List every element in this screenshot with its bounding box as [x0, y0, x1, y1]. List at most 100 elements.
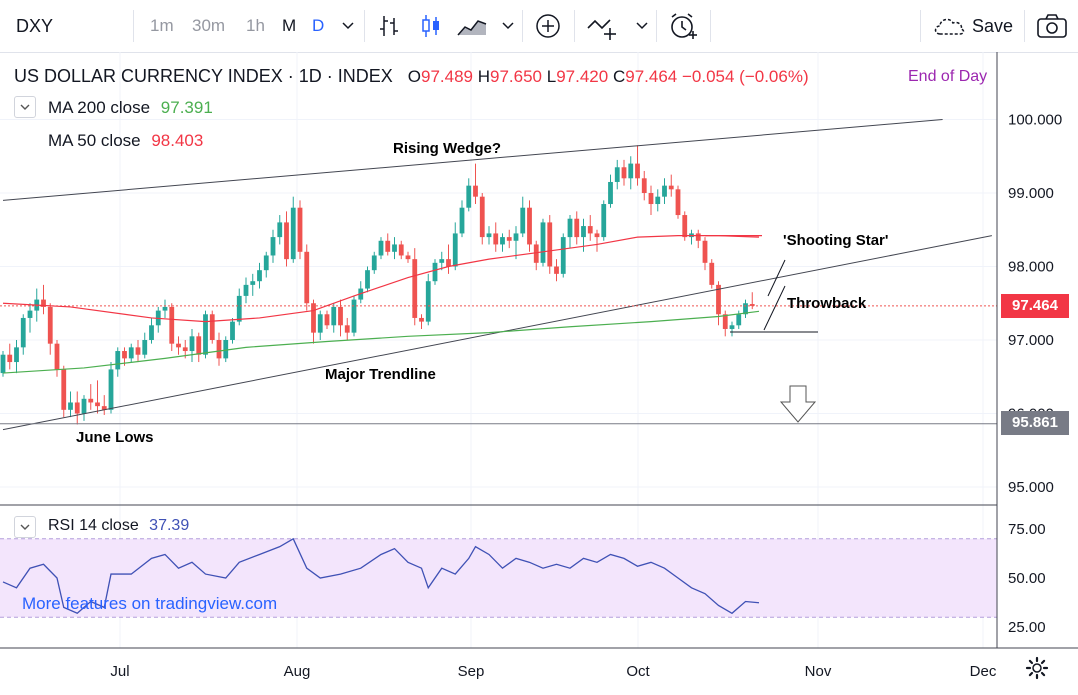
ma50-label[interactable]: MA 50 close	[48, 131, 141, 150]
area-icon[interactable]	[456, 13, 488, 39]
candle-body	[506, 237, 512, 241]
interval-30m[interactable]: 30m	[192, 16, 226, 35]
candle-body	[284, 222, 289, 260]
price-chart[interactable]: 95.00096.00097.00098.00099.000100.000Jul…	[0, 52, 1078, 695]
annotation-major-trendline: Major Trendline	[325, 366, 436, 383]
candle-body	[560, 237, 566, 274]
candle-body	[500, 237, 505, 245]
candle-body	[338, 306, 343, 326]
candle-body	[182, 347, 188, 352]
close-label: C	[612, 67, 626, 86]
candle-body	[135, 347, 141, 355]
candle-body	[169, 306, 175, 344]
rsi-label[interactable]: RSI 14 close	[48, 517, 139, 534]
candle-body	[682, 215, 688, 238]
candle-body	[601, 204, 607, 238]
candle-body	[277, 222, 283, 238]
add-indicator-icon[interactable]	[534, 12, 562, 40]
candle-body	[351, 299, 357, 333]
candle-body	[459, 207, 465, 234]
candle-body	[466, 185, 472, 208]
chevron-down-icon[interactable]	[340, 20, 356, 32]
candle-body	[331, 306, 337, 326]
candle-body	[540, 222, 546, 263]
candle-body	[675, 189, 681, 216]
candle-body	[115, 351, 121, 370]
candle-body	[243, 284, 249, 296]
candle-body	[405, 255, 411, 260]
candle-body	[216, 340, 222, 359]
collapse-legend-button[interactable]	[14, 96, 36, 118]
alert-icon[interactable]	[668, 11, 700, 41]
candle-body	[371, 255, 377, 271]
candle-body	[533, 244, 539, 263]
bar-style-icon[interactable]	[376, 13, 402, 39]
time-tick-label: Dec	[970, 663, 997, 680]
interval-month[interactable]: M	[282, 16, 297, 35]
candle-body	[594, 233, 600, 238]
cloud-icon[interactable]	[932, 15, 966, 37]
compare-icon[interactable]	[586, 12, 622, 42]
candle-body	[81, 398, 87, 414]
symbol-search[interactable]: DXY	[16, 16, 54, 36]
candle-body	[149, 325, 154, 340]
candle-body	[608, 181, 613, 205]
close-value: 97.464	[625, 67, 678, 86]
interval-1m[interactable]: 1m	[150, 16, 174, 35]
candle-body	[88, 398, 94, 403]
candle-body	[378, 240, 384, 256]
toolbar-divider	[1024, 10, 1025, 42]
rsi-tick-label: 50.00	[1008, 570, 1046, 587]
candle-body	[702, 240, 708, 263]
candle-body	[392, 244, 397, 252]
candle-body	[614, 167, 620, 182]
chevron-down-icon[interactable]	[500, 20, 516, 32]
candle-body	[635, 163, 640, 179]
save-button[interactable]: Save	[972, 16, 1014, 36]
candle-body	[419, 317, 424, 322]
candle-body	[257, 270, 262, 282]
time-tick-label: Nov	[805, 663, 832, 680]
interval-day[interactable]: D	[312, 16, 325, 35]
candle-body	[317, 314, 323, 333]
rsi-tick-label: 75.00	[1008, 521, 1046, 538]
time-tick-label: Jul	[110, 663, 129, 680]
throwback-pointer	[763, 285, 786, 331]
candlestick-series	[0, 145, 755, 425]
candle-body	[324, 314, 330, 326]
collapse-rsi-button[interactable]	[14, 516, 36, 538]
chevron-down-icon[interactable]	[634, 20, 650, 32]
rsi-band	[0, 538, 997, 618]
watermark-link[interactable]: More features on tradingview.com	[22, 594, 278, 613]
candle-body	[41, 299, 46, 307]
rsi-value: 37.39	[149, 517, 190, 534]
high-label: H	[477, 67, 491, 86]
candle-body	[668, 185, 674, 190]
candle-body	[398, 244, 404, 256]
rsi-panel	[0, 537, 997, 618]
camera-icon[interactable]	[1036, 13, 1068, 39]
settings-gear-icon[interactable]	[1025, 656, 1049, 680]
low-label: L	[546, 67, 557, 86]
candle-body	[344, 325, 350, 333]
candle-body	[473, 185, 478, 197]
session-label: End of Day	[908, 68, 988, 85]
rsi-tick-label: 25.00	[1008, 619, 1046, 636]
candle-body	[621, 167, 627, 179]
interval-1h[interactable]: 1h	[246, 16, 265, 35]
candle-body	[209, 314, 215, 340]
candle-body	[250, 281, 256, 285]
chart-title: US DOLLAR CURRENCY INDEX · 1D · INDEX	[14, 66, 393, 86]
last-price-label: 97.464	[1001, 294, 1069, 318]
candle-body	[486, 233, 492, 238]
ma200-label[interactable]: MA 200 close	[48, 98, 151, 117]
candle-body	[695, 233, 701, 241]
down-arrow-icon	[779, 385, 817, 423]
overlay-lines	[0, 119, 997, 431]
candle-body	[581, 226, 586, 238]
candle-body	[290, 207, 296, 260]
candle-body	[567, 218, 573, 238]
candle-body	[432, 262, 438, 282]
candle-body	[574, 218, 580, 238]
candles-icon[interactable]	[418, 13, 444, 39]
